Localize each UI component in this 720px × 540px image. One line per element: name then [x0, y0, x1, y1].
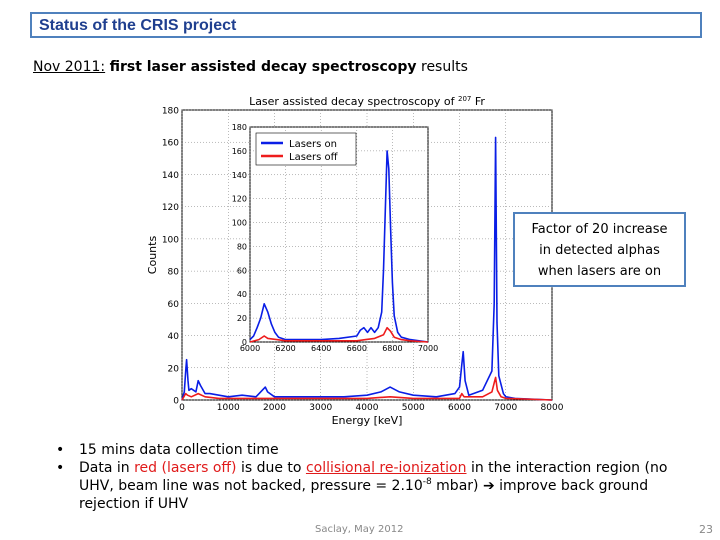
- inset-x-tick-label: 6400: [311, 344, 331, 353]
- main-y-tick-label: 160: [162, 139, 179, 149]
- y-axis-label: Counts: [146, 236, 159, 275]
- main-series-lasers-on: [181, 136, 553, 401]
- slide-title-box: Status of the CRIS project: [30, 12, 702, 38]
- inset-y-tick-label: 100: [232, 219, 247, 228]
- bullet-2-d: mbar): [431, 478, 483, 494]
- page-number: 23: [699, 523, 713, 536]
- inset-y-tick-label: 120: [232, 195, 247, 204]
- main-series-lasers-off: [181, 376, 553, 401]
- main-y-tick-label: 0: [173, 397, 179, 407]
- main-x-tick-label: 7000: [494, 403, 517, 413]
- legend-box: [255, 132, 357, 166]
- slide-title: Status of the CRIS project: [39, 17, 237, 34]
- inset-plot: 6000 6200 6400 6600 6800 7000 0 20 40 60 80 100 120 1…: [232, 123, 438, 353]
- subtitle-bold: first laser assisted decay spectroscopy: [109, 59, 417, 75]
- bullet-marker: •: [56, 442, 65, 458]
- main-x-tick-label: 6000: [448, 403, 471, 413]
- bullet-item-2: • Data in red (lasers off) is due to col…: [56, 459, 676, 513]
- slide-subtitle: Nov 2011: first laser assisted decay spe…: [33, 59, 468, 75]
- legend: Lasers on Lasers off: [255, 132, 357, 166]
- main-x-tick-label: 0: [179, 403, 185, 413]
- inset-x-tick-label: 6000: [240, 344, 260, 353]
- legend-label-lasers-off: Lasers off: [289, 152, 339, 163]
- inset-series-lasers-off: [249, 326, 429, 343]
- inset-y-tick-label: 20: [237, 314, 247, 323]
- footer-text: Saclay, May 2012: [315, 524, 404, 535]
- bullet-2-red-underlined: collisional re-ionization: [305, 460, 467, 476]
- main-y-tick-label: 100: [162, 235, 179, 245]
- main-y-tick-label: 80: [168, 268, 180, 278]
- bullet-marker: •: [56, 460, 65, 476]
- inset-series-lasers-on: [249, 150, 429, 343]
- legend-label-lasers-on: Lasers on: [289, 139, 337, 150]
- subtitle-date: Nov 2011:: [33, 59, 106, 75]
- inset-x-tick-label: 6200: [275, 344, 295, 353]
- inset-y-tick-label: 40: [237, 290, 247, 299]
- inset-y-tick-label: 60: [237, 266, 247, 275]
- inset-y-tick-label: 140: [232, 171, 247, 180]
- inset-x-tick-label: 6600: [347, 344, 367, 353]
- main-y-tick-label: 120: [162, 203, 179, 213]
- arrow-icon: ➔: [482, 478, 495, 494]
- inset-y-tick-label: 0: [242, 338, 247, 347]
- callout-box: Factor of 20 increase in detected alphas…: [513, 212, 686, 287]
- main-y-tick-label: 140: [162, 171, 179, 181]
- inset-y-tick-label: 180: [232, 123, 247, 132]
- main-x-tick-label: 1000: [217, 403, 240, 413]
- main-x-tick-label: 8000: [541, 403, 564, 413]
- callout-line-2: in detected alphas: [539, 243, 660, 258]
- bullet-1-text: 15 mins data collection time: [79, 442, 279, 458]
- inset-y-tick-label: 80: [237, 242, 247, 251]
- main-x-tick-label: 5000: [402, 403, 425, 413]
- main-y-tick-label: 20: [168, 364, 180, 374]
- main-y-tick-label: 40: [168, 332, 180, 342]
- main-y-tick-label: 60: [168, 300, 180, 310]
- bullet-list: • 15 mins data collection time • Data in…: [56, 441, 676, 513]
- x-axis-label: Energy [keV]: [332, 414, 403, 427]
- spectrum-chart: 0 1000 2000 3000 4000 5000 6000 7000 80000204060…: [146, 95, 564, 427]
- callout-line-3: when lasers are on: [537, 264, 662, 279]
- bullet-2-a: Data in: [79, 460, 135, 476]
- bullet-2-sup: -8: [422, 477, 432, 487]
- main-y-tick-label: 180: [162, 107, 179, 117]
- bullet-2-b: is due to: [236, 460, 306, 476]
- inset-x-tick-label: 6800: [382, 344, 402, 353]
- main-x-tick-label: 2000: [263, 403, 286, 413]
- main-x-tick-label: 3000: [309, 403, 332, 413]
- callout-line-1: Factor of 20 increase: [531, 222, 668, 237]
- bullet-2-red: red (lasers off): [134, 460, 237, 476]
- bullet-item-1: • 15 mins data collection time: [56, 441, 676, 459]
- main-chart-title: Laser assisted decay spectroscopy of 207…: [249, 95, 485, 108]
- subtitle-rest: results: [421, 59, 468, 75]
- main-x-tick-label: 4000: [356, 403, 379, 413]
- bullet-2-c: in the interaction region (no UHV, beam …: [79, 460, 668, 494]
- inset-y-tick-label: 160: [232, 147, 247, 156]
- inset-x-tick-label: 7000: [418, 344, 438, 353]
- bullet-2-e: improve back ground rejection if UHV: [79, 478, 649, 512]
